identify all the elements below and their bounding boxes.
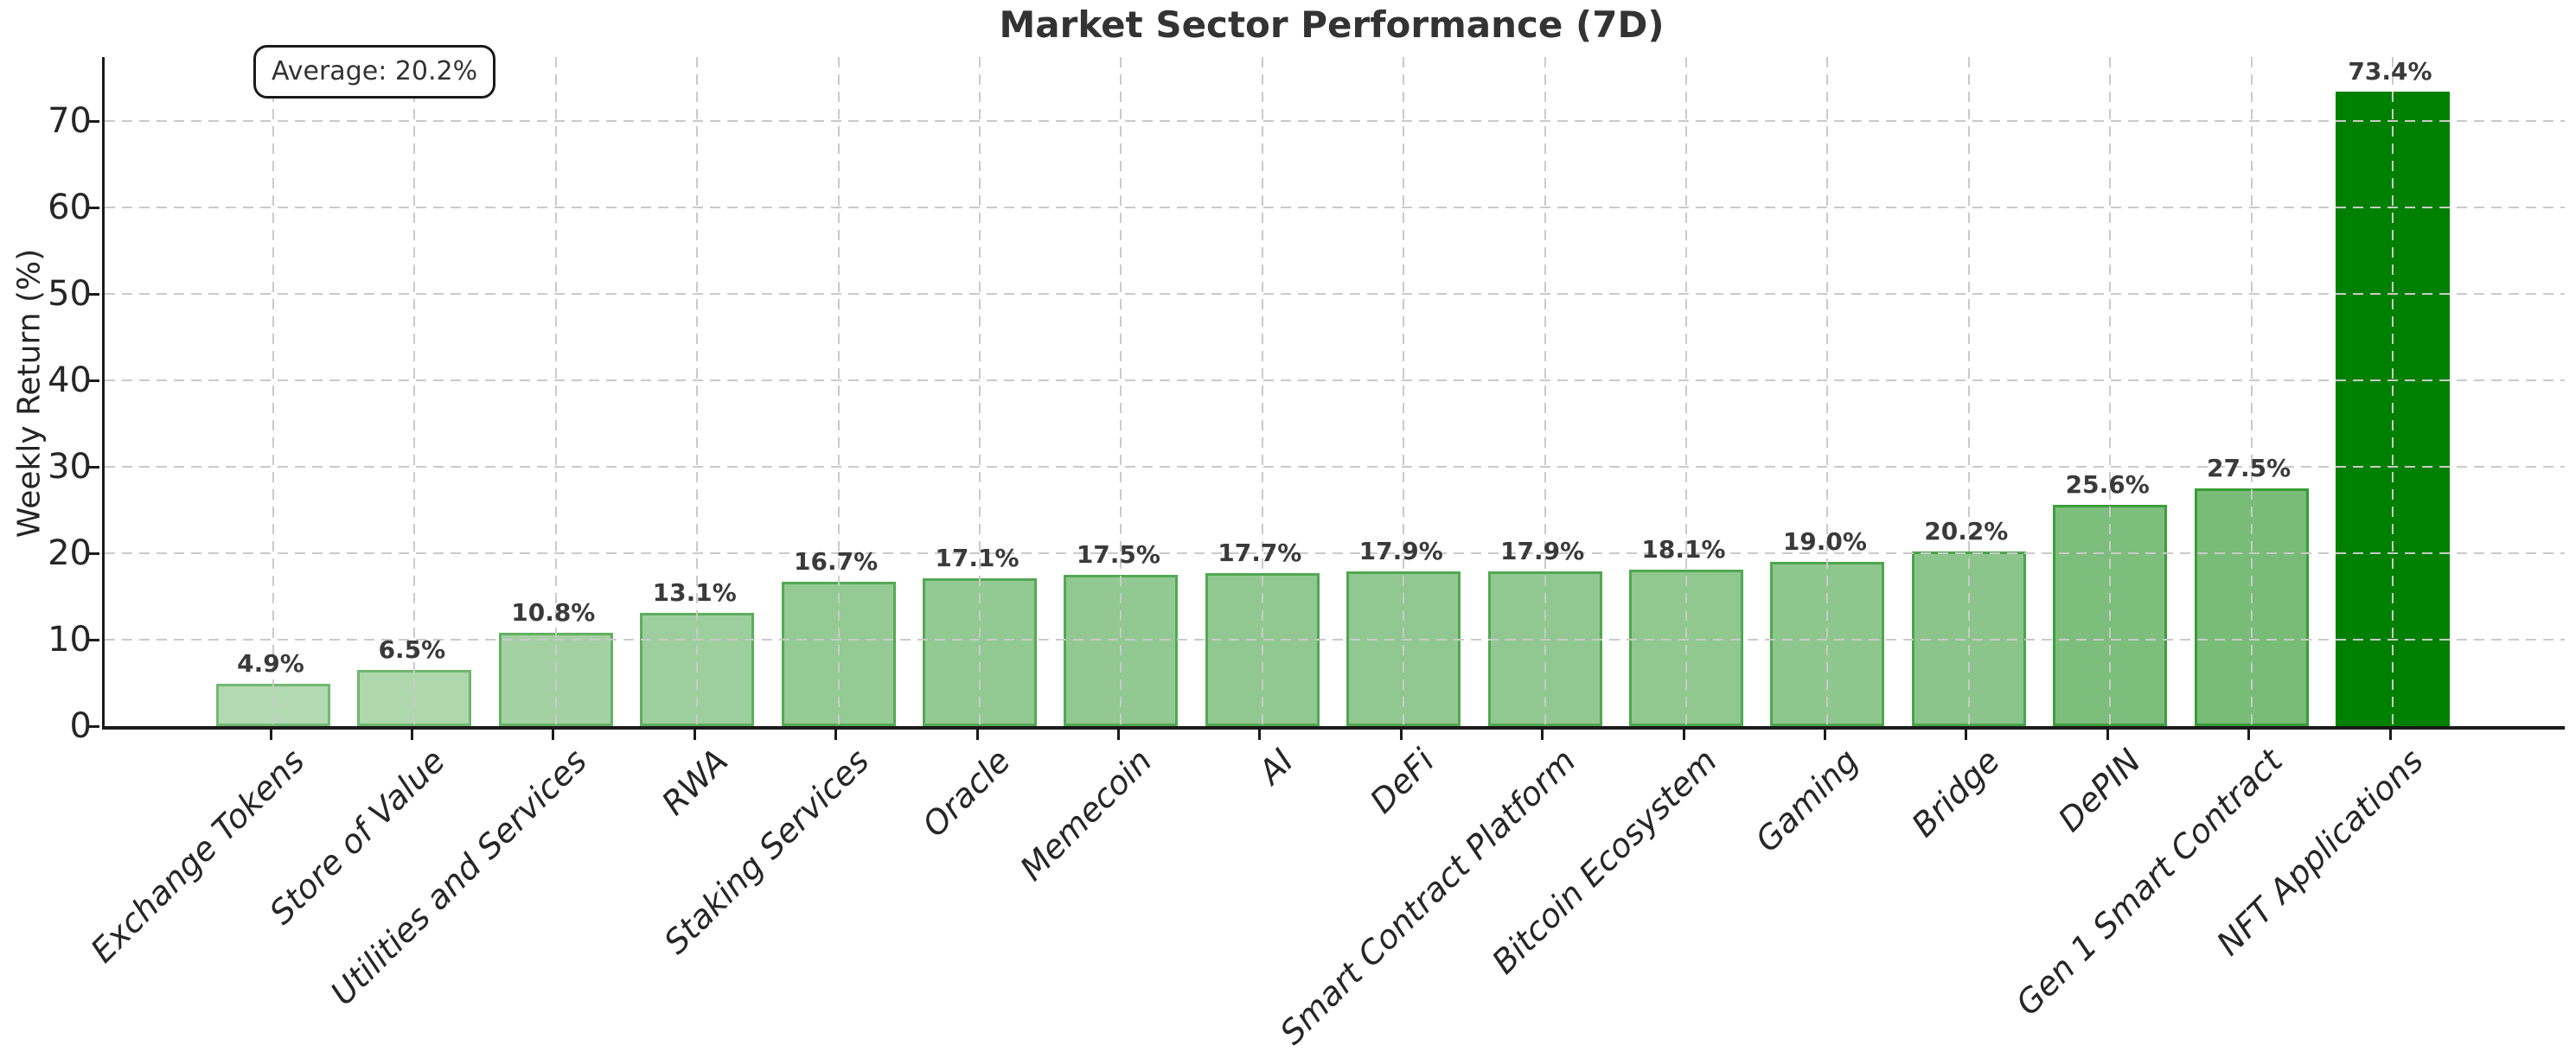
x-tick-mark	[1116, 730, 1120, 740]
x-tick-label: RWA	[654, 742, 736, 823]
x-tick-label: Oracle	[915, 742, 1019, 845]
y-tick-mark	[89, 292, 99, 296]
bar-value-label: 20.2%	[1924, 517, 2009, 545]
x-tick-mark	[1965, 730, 1968, 740]
y-tick-label: 60	[48, 188, 92, 227]
x-tick-mark	[269, 730, 272, 740]
bar-value-label: 4.9%	[237, 649, 304, 678]
v-gridline	[554, 57, 557, 726]
x-tick-mark	[975, 730, 979, 740]
bar-value-label: 6.5%	[378, 635, 446, 664]
y-tick-mark	[89, 724, 99, 728]
bar-chart-figure: Market Sector Performance (7D) Average: …	[11, 3, 2565, 1052]
y-tick-label: 50	[48, 274, 92, 314]
x-tick-label: AI	[1250, 742, 1301, 792]
bar-value-label: 19.0%	[1782, 527, 1867, 556]
h-gridline	[105, 466, 2565, 468]
y-tick-mark	[89, 379, 99, 382]
v-gridline	[1826, 57, 1829, 726]
x-tick-mark	[1399, 730, 1403, 740]
x-tick-mark	[410, 730, 413, 740]
x-tick-mark	[834, 730, 838, 740]
v-gridline	[1544, 57, 1546, 726]
bar-value-label: 73.4%	[2348, 57, 2432, 86]
average-annotation-text: Average: 20.2%	[272, 56, 478, 86]
plot-area	[102, 57, 2565, 730]
chart-title: Market Sector Performance (7D)	[999, 3, 1665, 46]
h-gridline	[105, 379, 2565, 381]
h-gridline	[105, 207, 2565, 208]
x-tick-label: Smart Contract Platform	[1272, 742, 1583, 1052]
x-tick-label: Utilities and Services	[323, 742, 594, 1013]
y-tick-label: 30	[48, 447, 92, 487]
x-tick-label: DeFi	[1363, 742, 1442, 821]
x-tick-mark	[1823, 730, 1826, 740]
bar-value-label: 17.7%	[1218, 539, 1302, 567]
v-gridline	[2109, 57, 2112, 726]
v-gridline	[1261, 57, 1263, 726]
v-gridline	[1403, 57, 1405, 726]
x-tick-label: Bridge	[1904, 742, 2007, 845]
y-tick-mark	[89, 552, 99, 555]
y-axis-label: Weekly Return (%)	[11, 248, 48, 539]
y-tick-label: 10	[48, 620, 92, 660]
v-gridline	[979, 57, 981, 726]
y-tick-label: 0	[69, 706, 92, 746]
h-gridline	[105, 120, 2565, 122]
y-tick-label: 40	[48, 360, 92, 400]
x-tick-label: Exchange Tokens	[83, 742, 312, 971]
x-tick-label: Gen 1 Smart Contract	[2008, 742, 2290, 1023]
bar-value-label: 13.1%	[652, 578, 737, 607]
x-tick-mark	[552, 730, 555, 740]
y-tick-mark	[89, 465, 99, 469]
v-gridline	[1120, 57, 1122, 726]
bar-value-label: 17.5%	[1076, 540, 1160, 569]
y-tick-mark	[89, 119, 99, 123]
x-tick-mark	[1258, 730, 1262, 740]
bar-value-label: 27.5%	[2207, 454, 2292, 482]
v-gridline	[2250, 57, 2253, 726]
v-gridline	[837, 57, 840, 726]
h-gridline	[105, 293, 2565, 295]
bar-value-label: 17.9%	[1358, 537, 1443, 565]
y-tick-mark	[89, 638, 99, 641]
bar-value-label: 17.1%	[935, 544, 1020, 572]
bar-value-label: 17.9%	[1500, 537, 1585, 565]
v-gridline	[413, 57, 416, 726]
x-tick-mark	[1541, 730, 1544, 740]
bar-value-label: 16.7%	[794, 547, 879, 576]
x-tick-mark	[693, 730, 696, 740]
v-gridline	[1685, 57, 1687, 726]
x-tick-mark	[2247, 730, 2251, 740]
h-gridline	[105, 639, 2565, 641]
bar-value-label: 25.6%	[2065, 470, 2150, 499]
v-gridline	[696, 57, 699, 726]
average-annotation-box: Average: 20.2%	[253, 45, 496, 99]
x-tick-label: Gaming	[1748, 742, 1866, 860]
y-tick-mark	[89, 206, 99, 209]
bar-value-label: 18.1%	[1641, 535, 1726, 564]
v-gridline	[1967, 57, 1970, 726]
x-tick-mark	[1682, 730, 1685, 740]
y-tick-label: 20	[48, 533, 92, 573]
x-tick-mark	[2388, 730, 2392, 740]
v-gridline	[2392, 57, 2394, 726]
bar-value-label: 10.8%	[511, 598, 596, 627]
x-tick-label: DePIN	[2050, 742, 2149, 839]
x-tick-mark	[2106, 730, 2109, 740]
h-gridline	[105, 552, 2565, 554]
v-gridline	[272, 57, 274, 726]
x-tick-label: Memecoin	[1013, 742, 1160, 889]
y-tick-label: 70	[48, 101, 92, 141]
